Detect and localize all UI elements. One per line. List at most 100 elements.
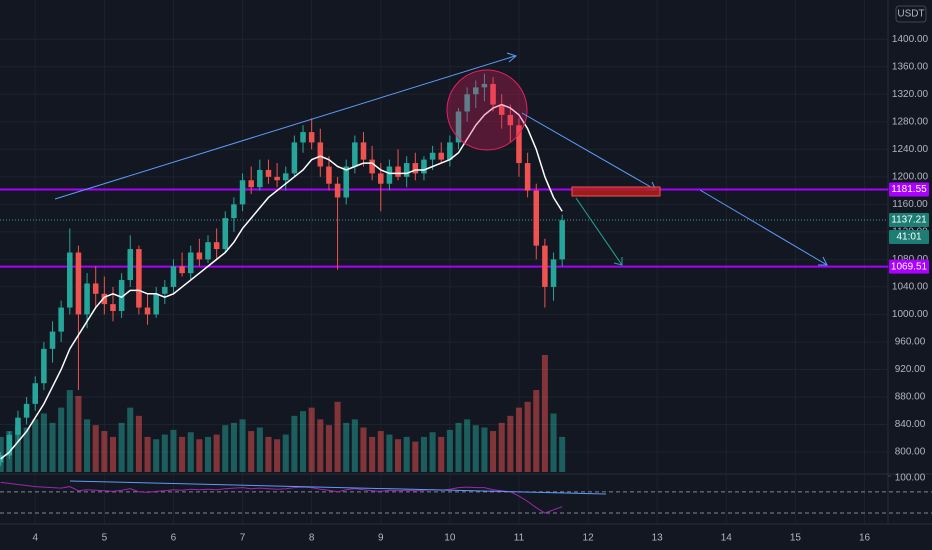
last-price-label: 1137.21 [891,215,927,226]
y-tick-label: 1400.00 [892,34,929,45]
arrow-head [613,257,623,266]
level-label-box [889,182,929,197]
y-tick-label: 800.00 [895,447,926,458]
volume-bar [395,439,402,472]
volume-bar [127,407,134,472]
volume-bar [32,419,39,472]
candle-body [231,204,237,219]
candle-body [153,293,159,315]
volume-bar [515,407,523,472]
candle-body [23,403,30,418]
x-tick-label: 15 [790,533,802,544]
y-tick-label: 1280.00 [892,116,929,127]
trend-line [575,197,623,266]
candle-body [282,173,289,181]
candle-body [205,242,211,260]
volume-bar [291,415,298,472]
candle-body [490,83,496,105]
x-tick-label: 5 [102,533,108,544]
volume-bar [369,436,376,472]
volume-bar [58,407,65,472]
volume-bar [412,441,419,472]
candle-body [32,383,39,404]
volume-bar [472,425,479,472]
volume-bar [153,439,160,472]
x-tick-label: 13 [652,533,664,544]
candle-body [412,163,419,174]
volume-bar [14,425,21,472]
resistance-box [571,186,661,197]
volume-bar [49,422,56,472]
volume-bar [524,401,531,472]
volume-bar [438,436,445,472]
candle-body [533,190,540,246]
candle-body [75,252,82,315]
volume-bar [498,422,505,472]
level-label: 1181.55 [891,184,927,195]
y-tick-label: 1160.00 [892,199,928,210]
volume-bar [559,436,566,472]
candle-body [360,142,367,160]
candle-body [421,159,427,174]
candle-body [162,286,168,294]
volume-bar [429,432,436,472]
candle-body [110,304,116,311]
volume-bar [325,425,332,472]
candle-body [239,180,246,205]
candle-body [516,125,522,164]
trend-line [699,189,828,266]
candle-body [67,252,73,308]
volume-bar [446,429,453,472]
candle-body [429,152,436,160]
volume-bar [420,436,427,472]
overlay: 4 5 6 7 8 9 10 11 12 13 14 15 16 800.00 840.00 880.00 92… [32,34,929,544]
candle-body [326,166,332,184]
volume-bar [230,422,237,472]
volume-bar [464,419,471,472]
volume-bar [109,436,117,472]
candle-body [550,259,557,287]
candle-body [343,166,349,198]
y-tick-label: 1360.00 [892,61,929,72]
volume-bar [23,427,30,472]
y-tick-label: 1000.00 [892,309,929,320]
candle-body [352,142,358,167]
volume-bar [265,436,272,472]
level-label-box [889,259,929,274]
x-tick-label: 9 [378,533,384,544]
volume-bar [84,419,91,472]
countdown-label: 41:01 [896,232,921,243]
volume-bar [490,431,497,472]
candle-body [308,132,315,143]
x-tick-label: 10 [444,533,456,544]
candle-body [481,83,488,88]
candle-body [300,132,306,143]
candle-body [257,169,263,188]
volume-bar [343,422,350,472]
price-axis [888,0,932,550]
candle-body [559,220,565,260]
candle-body [455,111,462,143]
candle-body [265,169,272,177]
arrow-head [818,256,828,266]
volume-bar [334,401,341,472]
candle-body [101,293,108,305]
volume-bar [161,434,168,472]
candle-body [524,163,531,191]
candle-body [403,163,410,177]
candle-body [15,417,21,435]
candle-body [196,252,203,260]
volume-bar [256,427,263,472]
volume-bar [75,395,82,472]
countdown-label-box [889,230,929,245]
volume-bar [213,434,220,472]
volume-bar [187,432,194,472]
volume-bar [386,434,393,472]
trend-line [521,112,657,191]
candle-body [274,176,280,181]
candle-body [41,348,47,384]
candle-body [127,249,134,281]
candle-body [58,307,64,332]
